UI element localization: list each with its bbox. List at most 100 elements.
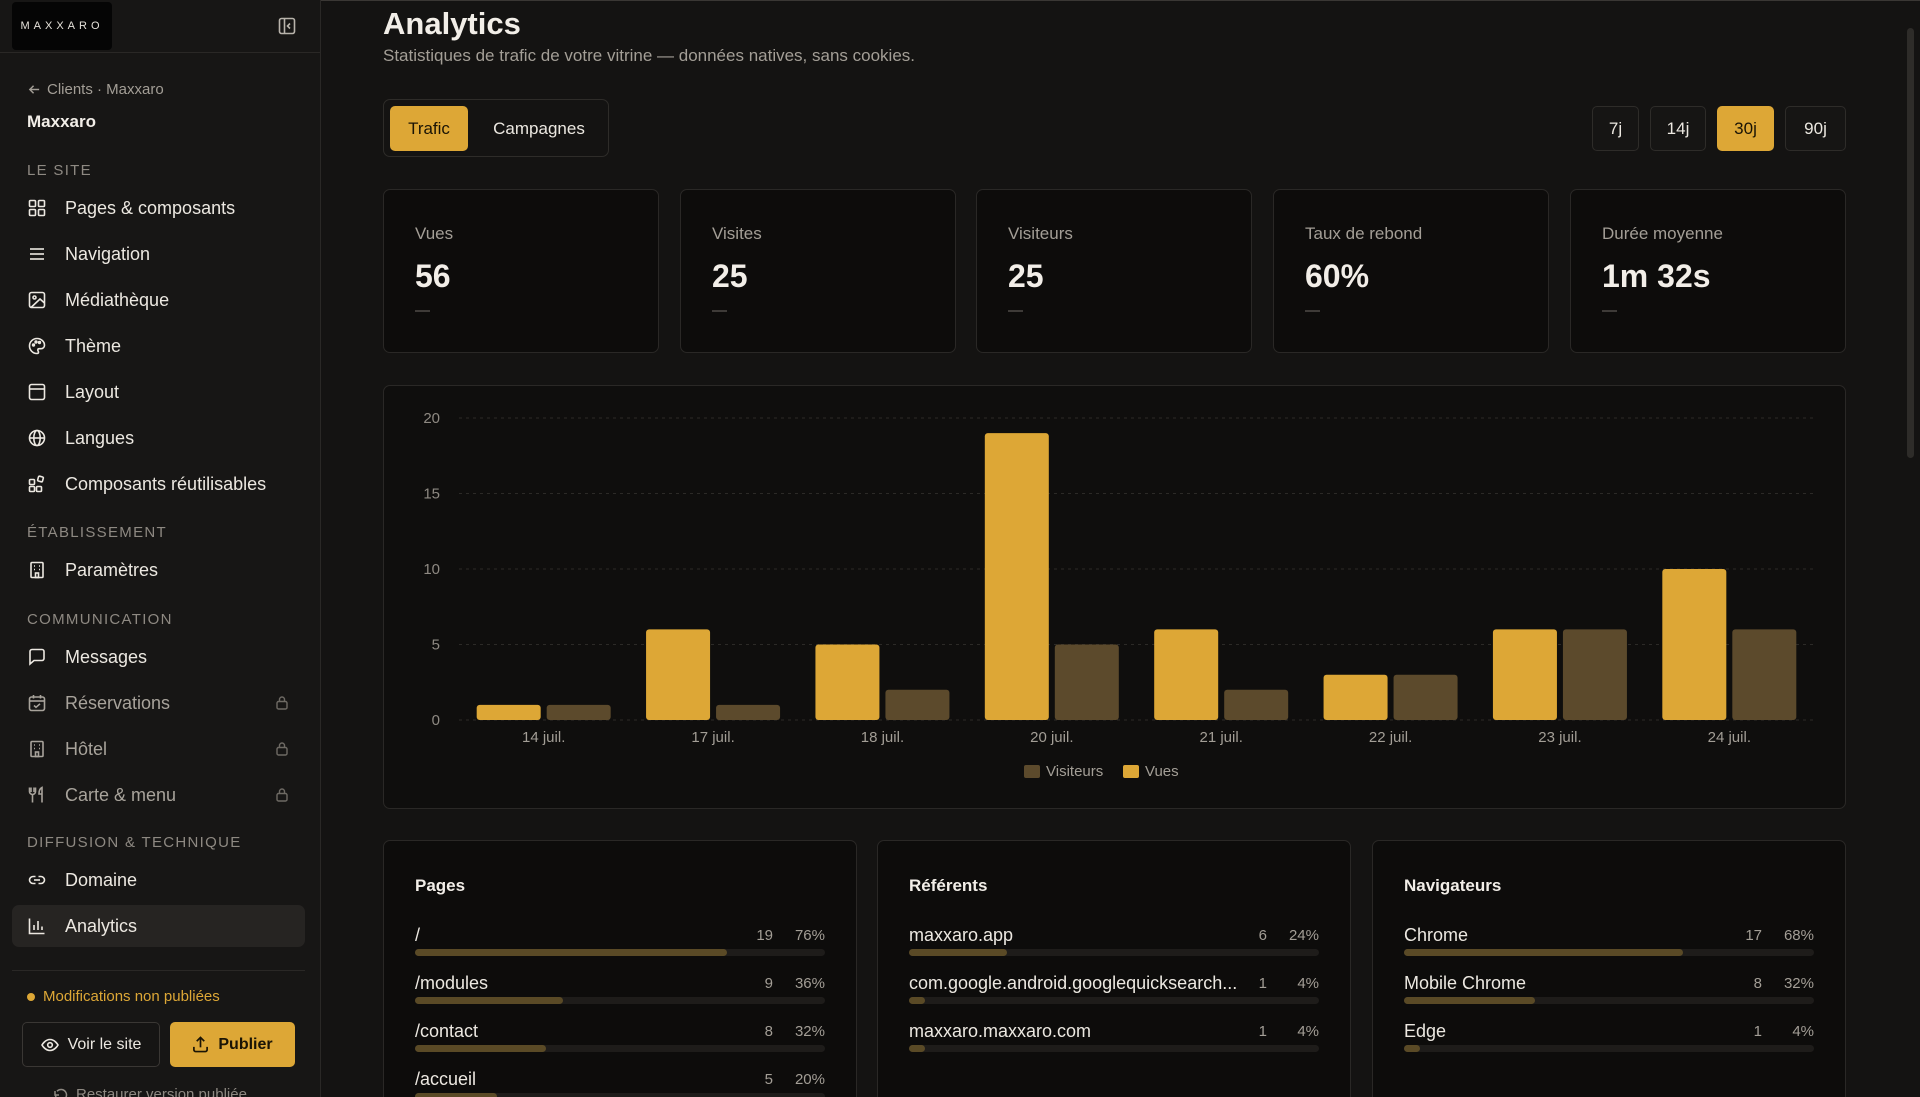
range-90j-button[interactable]: 90j	[1785, 106, 1846, 151]
unpublished-status: Modifications non publiées	[27, 988, 220, 1005]
list-item[interactable]: maxxaro.maxxaro.com 1 4%	[909, 1021, 1319, 1061]
list-item-percent: 4%	[1297, 1023, 1319, 1040]
progress-fill	[415, 1045, 547, 1052]
breadcrumb[interactable]: Clients · Maxxaro	[28, 81, 164, 98]
tab-trafic[interactable]: Trafic	[390, 106, 468, 151]
bar-vues	[476, 704, 541, 720]
referrers-card: Référents maxxaro.app 6 24% com.google.andr…	[877, 840, 1351, 1097]
list-item-count: 5	[764, 1071, 773, 1088]
collapse-sidebar-button[interactable]	[276, 15, 298, 37]
kpi-label: Durée moyenne	[1602, 224, 1723, 243]
kpi-card-views: Vues 56 —	[383, 189, 659, 353]
sidebar-item-settings[interactable]: Paramètres	[12, 549, 305, 591]
progress-fill	[909, 949, 1008, 956]
progress-fill	[415, 949, 727, 956]
y-tick-label: 0	[432, 712, 440, 729]
sidebar-divider	[12, 970, 305, 971]
sidebar-item-messages[interactable]: Messages	[12, 636, 305, 678]
sidebar-toggle-icon	[278, 17, 296, 35]
list-item[interactable]: maxxaro.app 6 24%	[909, 925, 1319, 965]
progress-track	[909, 949, 1319, 956]
list-item-count: 9	[764, 975, 773, 992]
bar-visiteurs	[1562, 629, 1627, 720]
list-item[interactable]: Chrome 17 68%	[1404, 925, 1814, 965]
sidebar-item-pages[interactable]: Pages & composants	[12, 187, 305, 229]
sidebar-item-theme[interactable]: Thème	[12, 325, 305, 367]
progress-track	[1404, 997, 1814, 1004]
page-title: Analytics	[383, 6, 521, 41]
progress-fill	[1404, 997, 1536, 1004]
sidebar-item-navigation[interactable]: Navigation	[12, 233, 305, 275]
kpi-card-visitors: Visiteurs 25 —	[976, 189, 1252, 353]
restore-published-button[interactable]: Restaurer version publiée	[52, 1086, 247, 1097]
bar-vues	[1662, 569, 1727, 720]
status-dot-icon	[27, 992, 35, 1001]
list-item-percent: 4%	[1297, 975, 1319, 992]
list-item-percent: 4%	[1792, 1023, 1814, 1040]
range-14j-button[interactable]: 14j	[1650, 106, 1706, 151]
list-item[interactable]: / 19 76%	[415, 925, 825, 965]
kpi-value: 1m 32s	[1602, 258, 1711, 294]
kpi-label: Visites	[712, 224, 762, 243]
x-tick-label: 24 juil.	[1708, 729, 1751, 746]
sidebar-item-layout[interactable]: Layout	[12, 371, 305, 413]
sidebar-item-domain[interactable]: Domaine	[12, 859, 305, 901]
breadcrumb-label: Clients · Maxxaro	[47, 81, 164, 98]
list-item[interactable]: Edge 1 4%	[1404, 1021, 1814, 1061]
list-item[interactable]: /accueil 5 20%	[415, 1069, 825, 1097]
traffic-chart-card: 0 5 10 15 20 14 juil. 17 juil. 18 juil. 20 juil.…	[383, 385, 1846, 809]
bar-visiteurs	[1732, 629, 1797, 720]
sidebar-item-hotel[interactable]: Hôtel	[12, 728, 305, 770]
list-item-count: 8	[1753, 975, 1762, 992]
section-label-diffusion: DIFFUSION & TECHNIQUE	[27, 834, 242, 851]
progress-track	[415, 997, 825, 1004]
publish-button[interactable]: Publier	[170, 1022, 295, 1067]
sidebar-item-media[interactable]: Médiathèque	[12, 279, 305, 321]
sidebar-item-label: Carte & menu	[65, 784, 177, 805]
page-scrollbar[interactable]	[1907, 28, 1914, 458]
y-tick-label: 5	[432, 637, 440, 654]
list-item-percent: 32%	[1783, 975, 1814, 992]
progress-fill	[909, 1045, 926, 1052]
kpi-label: Visiteurs	[1008, 224, 1073, 243]
lock-icon	[275, 787, 289, 807]
legend-swatch-visiteurs	[1024, 765, 1040, 778]
list-item-percent: 32%	[794, 1023, 825, 1040]
x-tick-label: 14 juil.	[522, 729, 565, 746]
image-icon	[27, 290, 47, 310]
list-item[interactable]: com.google.android.googlequicksearch... 1…	[909, 973, 1319, 1013]
message-icon	[27, 647, 47, 667]
sidebar-item-label: Médiathèque	[65, 289, 170, 310]
progress-fill	[1404, 949, 1683, 956]
bar-vues	[984, 433, 1049, 720]
bar-vues	[1323, 674, 1388, 720]
list-item[interactable]: Mobile Chrome 8 32%	[1404, 973, 1814, 1013]
tab-campagnes[interactable]: Campagnes	[493, 118, 585, 138]
list-item-percent: 20%	[794, 1071, 825, 1088]
restore-label: Restaurer version publiée	[76, 1086, 247, 1097]
range-30j-button[interactable]: 30j	[1717, 106, 1774, 151]
sidebar-item-label: Analytics	[65, 915, 138, 936]
sidebar-item-reservations[interactable]: Réservations	[12, 682, 305, 724]
sidebar-item-reusable-components[interactable]: Composants réutilisables	[12, 463, 305, 505]
card-title: Référents	[909, 876, 988, 895]
sidebar-item-languages[interactable]: Langues	[12, 417, 305, 459]
layout-icon	[27, 382, 47, 402]
list-item[interactable]: /contact 8 32%	[415, 1021, 825, 1061]
sidebar-item-analytics[interactable]: Analytics	[12, 905, 305, 947]
kpi-card-bounce-rate: Taux de rebond 60% —	[1273, 189, 1549, 353]
kpi-card-visits: Visites 25 —	[680, 189, 956, 353]
pages-card: Pages / 19 76% /modules 9 36% /contact 8 32% /acc…	[383, 840, 857, 1097]
range-7j-button[interactable]: 7j	[1592, 106, 1639, 151]
kpi-delta: —	[1602, 302, 1617, 319]
palette-icon	[27, 336, 47, 356]
sidebar-item-menu[interactable]: Carte & menu	[12, 774, 305, 816]
view-site-button[interactable]: Voir le site	[22, 1022, 160, 1067]
view-site-label: Voir le site	[67, 1035, 142, 1053]
list-item-label: maxxaro.app	[909, 925, 1014, 945]
page-subtitle: Statistiques de trafic de votre vitrine …	[383, 46, 915, 65]
lock-icon	[275, 695, 289, 715]
list-item[interactable]: /modules 9 36%	[415, 973, 825, 1013]
brand-logo[interactable]: MAXXARO	[12, 2, 112, 50]
list-item-label: /modules	[415, 973, 489, 993]
